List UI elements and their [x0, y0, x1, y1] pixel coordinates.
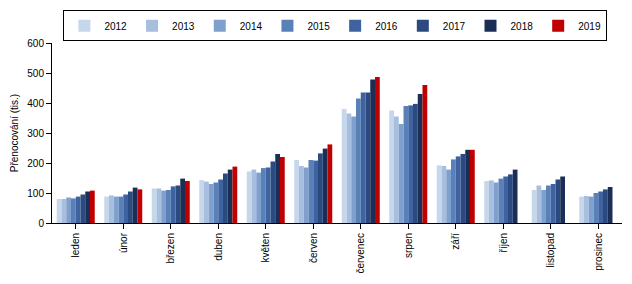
svg-text:březen: březen — [165, 233, 176, 264]
svg-text:200: 200 — [27, 158, 44, 169]
svg-text:září: září — [450, 233, 461, 250]
svg-text:2018: 2018 — [511, 21, 534, 32]
svg-text:červen: červen — [308, 233, 319, 263]
svg-text:srpen: srpen — [403, 233, 414, 258]
svg-text:2017: 2017 — [443, 21, 466, 32]
svg-text:únor: únor — [118, 232, 129, 253]
svg-text:Přenocování (tis.): Přenocování (tis.) — [9, 94, 20, 172]
svg-text:600: 600 — [27, 38, 44, 49]
svg-text:leden: leden — [70, 233, 81, 257]
svg-text:2016: 2016 — [375, 21, 398, 32]
svg-text:říjen: říjen — [498, 233, 509, 252]
svg-text:0: 0 — [38, 218, 44, 229]
svg-text:500: 500 — [27, 68, 44, 79]
svg-text:2019: 2019 — [578, 21, 601, 32]
svg-text:červenec: červenec — [355, 233, 366, 274]
svg-text:květen: květen — [260, 233, 271, 262]
svg-text:prosinec: prosinec — [593, 233, 604, 271]
svg-text:2014: 2014 — [240, 21, 263, 32]
svg-text:2015: 2015 — [307, 21, 330, 32]
svg-text:duben: duben — [213, 233, 224, 261]
svg-text:2013: 2013 — [172, 21, 195, 32]
svg-text:2012: 2012 — [104, 21, 127, 32]
svg-text:listopad: listopad — [545, 233, 556, 267]
svg-text:300: 300 — [27, 128, 44, 139]
svg-text:400: 400 — [27, 98, 44, 109]
svg-text:100: 100 — [27, 188, 44, 199]
